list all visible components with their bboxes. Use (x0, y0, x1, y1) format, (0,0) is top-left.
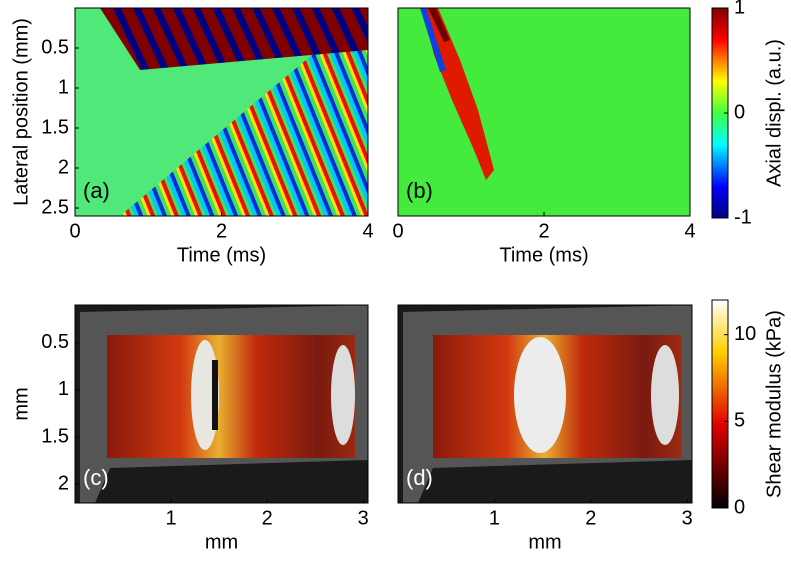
y-tick-label: 2 (58, 156, 69, 178)
x-axis-label: Time (ms) (499, 244, 588, 266)
x-axis-label: mm (205, 531, 238, 553)
y-axis-label: Lateral position (mm) (10, 18, 32, 206)
x-tick-label: 1 (166, 507, 177, 529)
y-tick-label: 1.5 (41, 425, 69, 447)
x-tick-label: 2 (538, 220, 549, 242)
y-tick-label: 2 (58, 472, 69, 494)
colorbar-tick-label: 0 (734, 101, 745, 123)
colorbar-label: Axial displ. (a.u.) (763, 39, 785, 187)
colorbar-tick-label: 10 (734, 323, 756, 345)
x-tick-label: 1 (489, 507, 500, 529)
panel-label: (d) (406, 465, 433, 490)
y-tick-label: 0.5 (41, 36, 69, 58)
plot-frame (397, 304, 693, 504)
colorbar-tick-label: 1 (734, 0, 745, 18)
colorbar-tick-label: -1 (734, 206, 752, 228)
y-axis-label: mm (10, 387, 32, 420)
x-tick-label: 0 (392, 220, 403, 242)
x-tick-label: 3 (358, 507, 369, 529)
x-tick-label: 4 (362, 220, 373, 242)
heatmap-image (398, 8, 690, 216)
x-tick-label: 2 (262, 507, 273, 529)
x-tick-label: 4 (684, 220, 695, 242)
heatmap-image (75, 8, 368, 216)
colorbar (711, 299, 729, 509)
panel-label: (a) (83, 178, 110, 203)
colorbar-tick-label: 5 (734, 410, 745, 432)
x-tick-label: 3 (682, 507, 693, 529)
colorbar-tick-label: 0 (734, 496, 745, 518)
x-tick-label: 0 (69, 220, 80, 242)
x-axis-label: Time (ms) (177, 244, 266, 266)
x-axis-label: mm (528, 531, 561, 553)
y-tick-label: 1.5 (41, 116, 69, 138)
bmode-image (75, 305, 692, 503)
y-tick-label: 0.5 (41, 331, 69, 353)
panel-label: (c) (83, 465, 109, 490)
colorbar-label: Shear modulus (kPa) (763, 310, 785, 498)
y-tick-label: 2.5 (41, 196, 69, 218)
y-tick-label: 1 (58, 378, 69, 400)
x-tick-label: 2 (216, 220, 227, 242)
plot-frame (74, 304, 369, 504)
panel-label: (b) (406, 178, 433, 203)
x-tick-label: 2 (585, 507, 596, 529)
y-tick-label: 1 (58, 76, 69, 98)
